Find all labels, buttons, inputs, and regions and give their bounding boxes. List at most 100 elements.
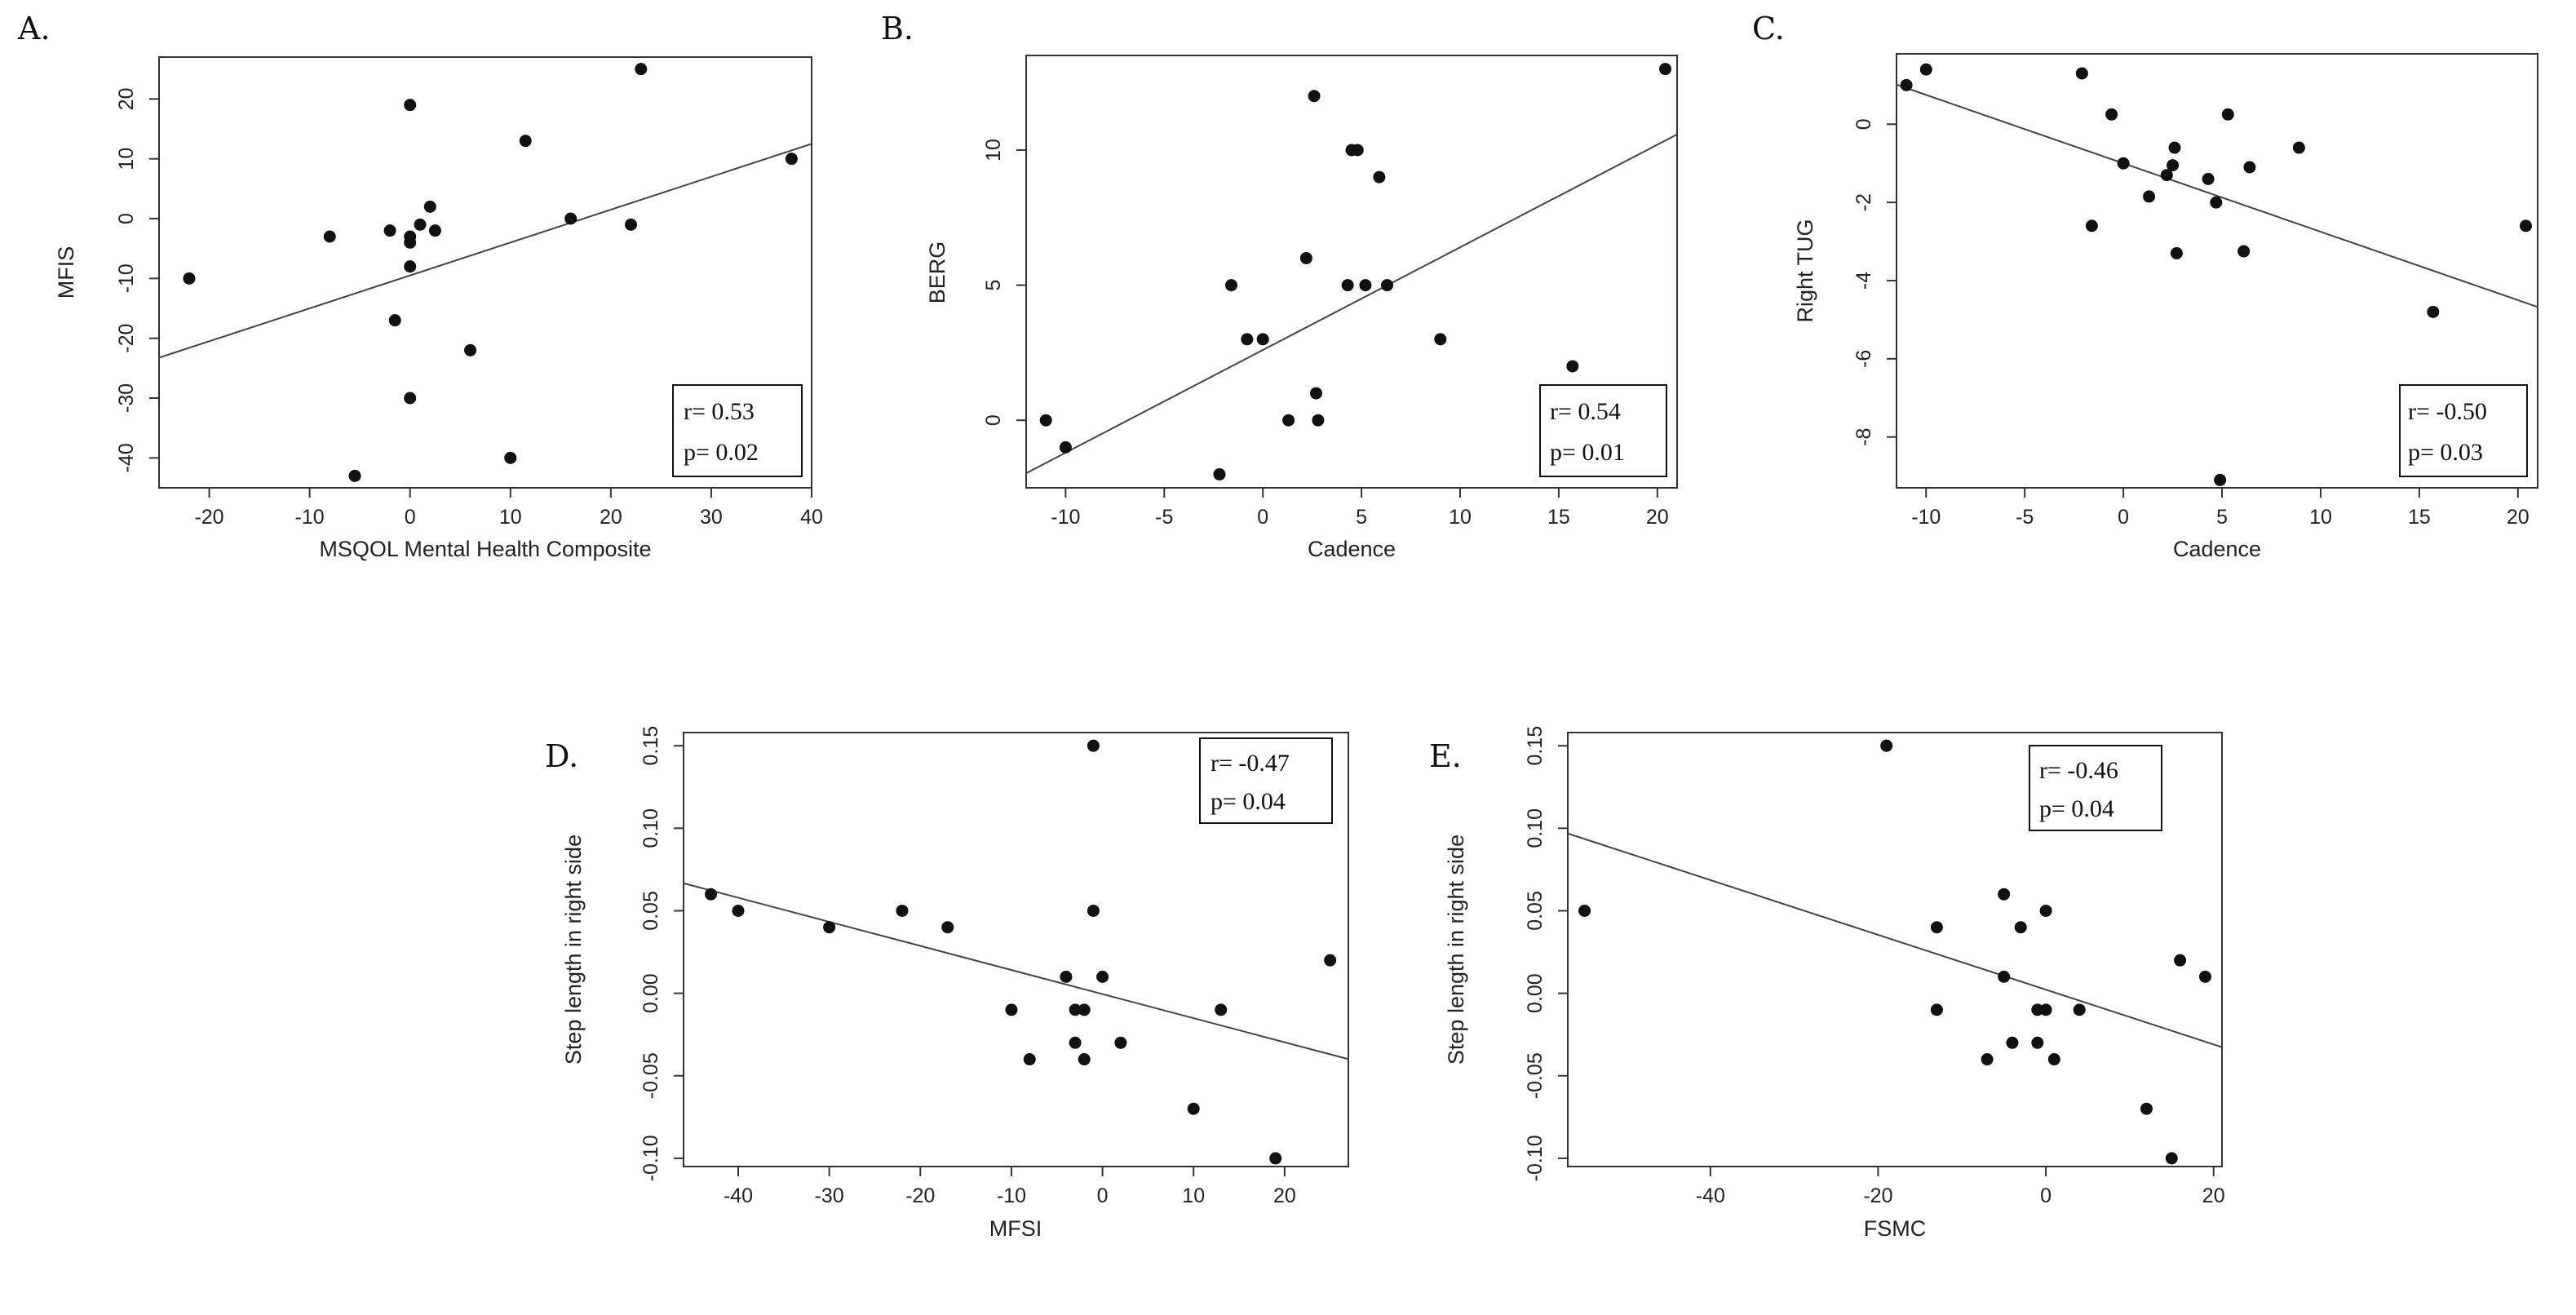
data-point — [2075, 67, 2088, 80]
data-point — [1215, 1003, 1228, 1016]
x-tick-label: 20 — [2507, 506, 2530, 529]
y-tick-label: -40 — [115, 443, 138, 472]
regression-line — [1025, 133, 1678, 474]
y-tick-label: 0.05 — [640, 891, 662, 931]
y-tick-label: -0.05 — [640, 1052, 662, 1099]
data-point — [404, 260, 417, 273]
y-tick-label: -0.10 — [1524, 1135, 1547, 1181]
data-point — [2292, 141, 2305, 154]
x-tick-label: -20 — [1863, 1184, 1892, 1207]
y-tick-label: -0.10 — [640, 1135, 662, 1181]
panel-letter: D. — [545, 738, 578, 774]
data-point — [2140, 1102, 2153, 1115]
r-value: r= -0.46 — [2039, 757, 2118, 784]
data-point — [2174, 954, 2187, 967]
data-point — [1059, 441, 1072, 454]
panel-a: A. -20 -10 0 10 20 30 40 -40 -30 -20 -10 0 10 20 r= … — [17, 11, 823, 561]
plot-frame — [683, 732, 1349, 1167]
data-point — [704, 888, 717, 901]
data-point — [1078, 1003, 1091, 1016]
y-tick-label: 0.05 — [1524, 891, 1547, 931]
y-axis-label: MFIS — [54, 246, 78, 299]
data-point — [1930, 921, 1943, 934]
y-tick-label: 0.10 — [1524, 808, 1547, 848]
data-point — [2170, 246, 2183, 259]
x-tick-label: -5 — [1155, 506, 1173, 529]
y-axis-label: Step length in right side — [1444, 835, 1468, 1065]
data-point — [896, 904, 909, 917]
r-value: r= 0.54 — [1550, 398, 1621, 425]
data-point — [2031, 1036, 2044, 1049]
regression-line — [683, 882, 1349, 1060]
y-tick-label: 0 — [1852, 118, 1875, 130]
x-tick-label: 5 — [1356, 506, 1367, 529]
data-point — [1373, 170, 1386, 184]
data-point — [2143, 190, 2156, 203]
data-point — [1060, 970, 1073, 983]
regression-line — [1567, 832, 2223, 1048]
data-point — [2014, 921, 2027, 934]
data-point — [2168, 141, 2181, 154]
y-tick-label: -20 — [115, 324, 138, 353]
x-tick-label: -10 — [997, 1184, 1026, 1207]
data-point — [414, 218, 427, 231]
x-tick-label: 0 — [1097, 1184, 1109, 1207]
data-point — [1096, 970, 1109, 983]
p-value: p= 0.04 — [2039, 795, 2114, 822]
y-tick-label: -0.05 — [1524, 1052, 1547, 1099]
r-value: r= 0.53 — [684, 398, 755, 425]
stats-box: r= 0.54 p= 0.01 — [1539, 384, 1667, 477]
data-point — [1900, 78, 1913, 91]
x-tick-label: -20 — [905, 1184, 935, 1207]
y-tick-label: 20 — [115, 87, 138, 110]
panel-letter: E. — [1429, 738, 1462, 774]
data-point — [1312, 414, 1325, 427]
data-point — [1087, 739, 1100, 752]
data-point — [1213, 467, 1226, 480]
y-tick-label: 0.00 — [1524, 973, 1547, 1013]
data-point — [2039, 904, 2052, 917]
data-point — [348, 469, 361, 482]
data-point — [428, 224, 441, 237]
data-point — [1351, 144, 1364, 157]
x-tick-label: 10 — [499, 506, 522, 529]
plot-frame — [1896, 53, 2538, 489]
plot-frame — [1025, 55, 1678, 489]
data-point — [2117, 157, 2130, 170]
x-tick-label: 20 — [600, 506, 622, 529]
data-point — [2427, 305, 2440, 318]
x-axis-label: MFSI — [989, 1216, 1042, 1241]
data-point — [2047, 1053, 2060, 1066]
x-tick-label: 0 — [2040, 1184, 2052, 1207]
data-point — [1981, 1053, 1994, 1066]
data-point — [1359, 279, 1372, 292]
data-point — [404, 392, 417, 405]
y-tick-label: 10 — [982, 139, 1005, 162]
y-tick-label: -2 — [1852, 193, 1875, 211]
data-point — [2039, 1003, 2052, 1016]
panel-letter: B. — [881, 11, 914, 46]
data-point — [1039, 414, 1052, 427]
stats-box: r= -0.50 p= 0.03 — [2399, 384, 2528, 477]
data-point — [823, 921, 836, 934]
data-point — [1309, 387, 1322, 400]
data-point — [1241, 333, 1254, 346]
y-axis-label: Step length in right side — [561, 835, 586, 1065]
data-point — [1341, 279, 1354, 292]
p-value: p= 0.04 — [1211, 788, 1286, 815]
x-axis-label: Cadence — [1308, 537, 1396, 561]
data-point — [1224, 279, 1237, 292]
data-point — [2073, 1003, 2086, 1016]
panel-b: B. -10 -5 0 5 10 15 20 0 5 10 r= 0.54 p= 0.01 Ca… — [881, 11, 1678, 561]
data-point — [1187, 1102, 1200, 1115]
x-tick-label: -10 — [1051, 506, 1080, 529]
y-tick-label: 0.15 — [640, 726, 662, 766]
data-point — [2165, 1152, 2178, 1165]
data-point — [1919, 63, 1932, 76]
x-tick-label: 20 — [1646, 506, 1669, 529]
x-tick-label: -40 — [1696, 1184, 1725, 1207]
y-tick-label: 0 — [115, 213, 138, 224]
y-tick-label: -4 — [1852, 272, 1875, 290]
data-point — [1381, 279, 1394, 292]
